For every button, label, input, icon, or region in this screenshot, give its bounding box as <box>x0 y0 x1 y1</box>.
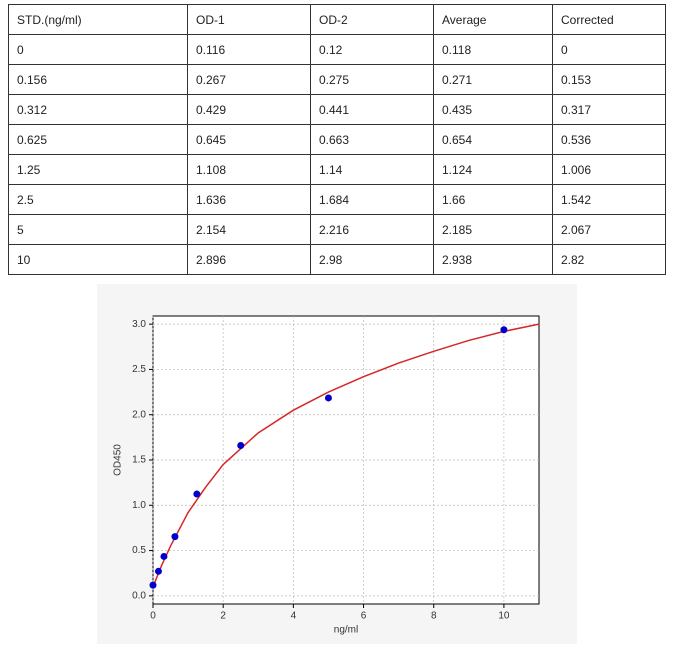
y-tick-label: 2.0 <box>132 409 146 420</box>
y-tick-label: 2.5 <box>132 364 146 375</box>
table-cell: 0.645 <box>187 124 311 155</box>
y-tick-label: 1.5 <box>132 455 146 466</box>
table-cell: 2.98 <box>310 244 434 275</box>
table-cell: 0.435 <box>433 94 553 125</box>
data-point <box>171 533 179 541</box>
table-cell: 2.216 <box>310 214 434 245</box>
data-point <box>324 394 332 402</box>
table-row: 10 2.896 2.98 2.938 2.82 <box>8 244 666 275</box>
table-cell: 2.067 <box>552 214 666 245</box>
table-cell: 0.429 <box>187 94 311 125</box>
table-cell: 0.654 <box>433 124 553 155</box>
table-cell: 2.896 <box>187 244 311 275</box>
data-table: STD.(ng/ml) OD-1 OD-2 Average Corrected 0 0.11… <box>8 4 666 275</box>
table-cell: 2.154 <box>187 214 311 245</box>
y-tick-label: 1.0 <box>132 500 146 511</box>
table-row: 0.625 0.645 0.663 0.654 0.536 <box>8 124 666 155</box>
table-cell: 2.938 <box>433 244 553 275</box>
table-cell: 1.006 <box>552 154 666 185</box>
table-cell: 1.66 <box>433 184 553 215</box>
table-cell: Corrected <box>552 4 666 35</box>
table-cell: Average <box>433 4 553 35</box>
x-tick-label: 2 <box>220 611 226 622</box>
table-cell: 1.124 <box>433 154 553 185</box>
x-tick-label: 10 <box>498 611 510 622</box>
y-tick-label: 0.0 <box>132 590 146 601</box>
data-point <box>149 581 157 589</box>
header-row: STD.(ng/ml) OD-1 OD-2 Average Corrected <box>8 4 666 35</box>
table-cell: 0.271 <box>433 64 553 95</box>
x-axis-label: ng/ml <box>334 625 358 636</box>
y-tick-label: 0.5 <box>132 545 146 556</box>
table-cell: 0.663 <box>310 124 434 155</box>
x-tick-label: 6 <box>361 611 367 622</box>
x-tick-label: 4 <box>291 611 297 622</box>
data-point <box>154 567 162 575</box>
table-cell: 0.625 <box>8 124 188 155</box>
table-cell: STD.(ng/ml) <box>8 4 188 35</box>
table-row: 0 0.116 0.12 0.118 0 <box>8 34 666 65</box>
table-row: 0.312 0.429 0.441 0.435 0.317 <box>8 94 666 125</box>
data-point <box>160 552 168 560</box>
data-point <box>237 442 245 450</box>
table-cell: 0.156 <box>8 64 188 95</box>
table-row: 0.156 0.267 0.275 0.271 0.153 <box>8 64 666 95</box>
y-tick-label: 3.0 <box>132 319 146 330</box>
table-cell: 0.116 <box>187 34 311 65</box>
table-row: 2.5 1.636 1.684 1.66 1.542 <box>8 184 666 215</box>
y-axis-label: OD450 <box>113 444 124 476</box>
table-cell: 10 <box>8 244 188 275</box>
table-cell: 0.12 <box>310 34 434 65</box>
table-cell: 2.82 <box>552 244 666 275</box>
x-tick-label: 8 <box>431 611 437 622</box>
table-cell: OD-1 <box>187 4 311 35</box>
table-row: 5 2.154 2.216 2.185 2.067 <box>8 214 666 245</box>
table-row: 1.25 1.108 1.14 1.124 1.006 <box>8 154 666 185</box>
table-cell: 1.14 <box>310 154 434 185</box>
data-point <box>500 326 508 334</box>
data-point <box>193 490 201 498</box>
x-tick-label: 0 <box>150 611 156 622</box>
